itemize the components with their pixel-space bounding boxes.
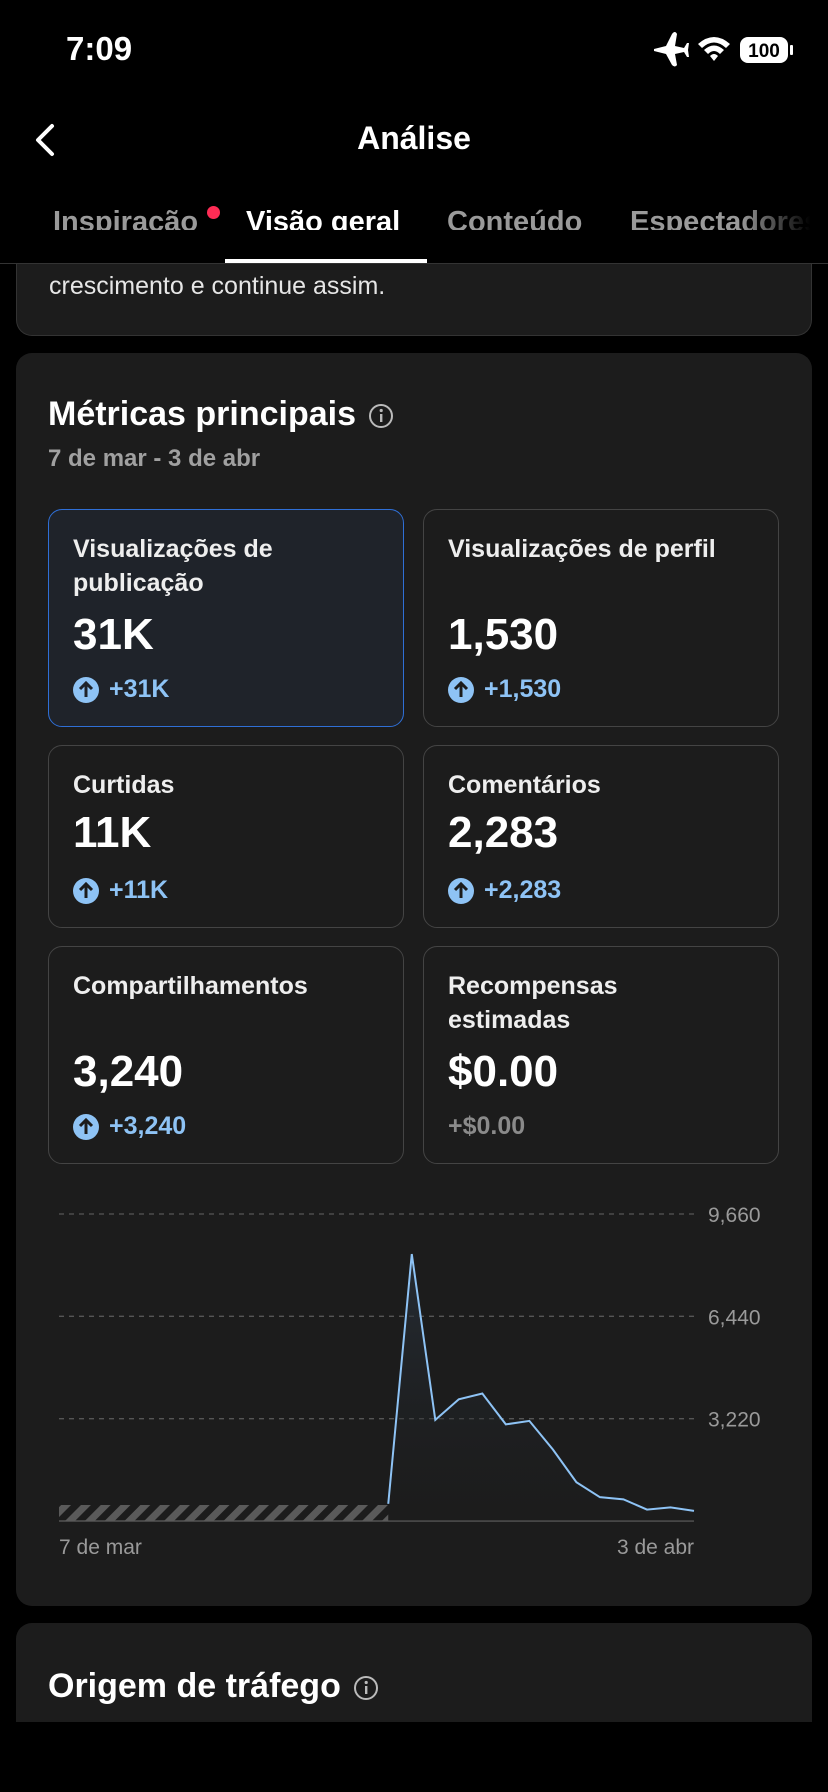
tile-value: 2,283 [448,808,559,857]
tile-change: +31K [73,675,169,704]
tile-label: Comentários [448,771,601,799]
tile-change: +3,240 [73,1112,186,1141]
tab-indicator [225,259,427,263]
no-data-hatch [59,1505,389,1521]
tile-change-text: +2,283 [484,876,562,904]
tile-change-text: +3,240 [109,1112,187,1140]
metric-tile[interactable]: Visualizações de perfil 1,530 +1,530 [423,509,779,727]
tile-label: Recompensas estimadas [448,972,618,1034]
tile-change: +1,530 [448,675,561,704]
tile-change: +2,283 [448,876,561,905]
metrics-title: Métricas principais [48,395,357,433]
status-time: 7:09 [66,30,133,67]
tile-change-text: +11K [109,876,169,904]
metric-tile[interactable]: Curtidas 11K +11K [48,745,404,928]
tile-change: +11K [73,876,168,905]
y-tick-label: 6,440 [708,1306,761,1329]
tile-change-text: +1,530 [484,675,562,703]
tab-bar-bg [0,230,828,264]
metric-tile[interactable]: Comentários 2,283 +2,283 [423,745,779,928]
intro-text: crescimento e continue assim. [49,272,386,300]
bottom-bar [0,1722,828,1792]
tile-label: Visualizações de publicação [73,535,273,597]
traffic-title: Origem de tráfego [48,1667,341,1705]
date-range: 7 de mar - 3 de abr [48,445,261,472]
area [388,1254,694,1521]
tile-value: 31K [73,610,154,659]
info-icon[interactable] [353,1675,379,1701]
metric-tile[interactable]: Recompensas estimadas $0.00 +$0.00 [423,946,779,1164]
tile-label: Visualizações de perfil [448,535,716,563]
chart: 3,220 6,440 9,660 7 de mar 3 de abr [59,1204,761,1559]
status-icons: 100 [654,32,793,67]
metric-tile[interactable]: Compartilhamentos 3,240 +3,240 [48,946,404,1164]
metrics-heading: Métricas principais [48,395,394,434]
metric-tile[interactable]: Visualizações de publicação 31K +31K [48,509,404,727]
tile-value: 1,530 [448,610,559,659]
tile-label: Curtidas [73,771,175,799]
tab-divider [0,263,828,264]
tile-change: +$0.00 [448,1112,525,1141]
tile-label: Compartilhamentos [73,972,308,1000]
x-tick-label: 3 de abr [617,1536,694,1559]
back-button[interactable] [30,122,60,158]
tile-change-text: +31K [109,675,170,703]
info-icon[interactable] [368,403,394,429]
y-tick-label: 9,660 [708,1204,761,1227]
tile-value: $0.00 [448,1047,559,1096]
notification-dot [207,206,220,219]
y-tick-label: 3,220 [708,1409,761,1432]
line [387,1253,695,1512]
tile-change-text: +$0.00 [448,1112,526,1140]
tile-value: 11K [73,808,152,857]
page-title: Análise [357,120,471,156]
battery-level: 100 [748,41,780,62]
x-tick-label: 7 de mar [59,1536,142,1559]
tile-value: 3,240 [73,1047,184,1096]
traffic-card: Origem de tráfego [16,1623,812,1733]
traffic-heading: Origem de tráfego [48,1667,379,1706]
